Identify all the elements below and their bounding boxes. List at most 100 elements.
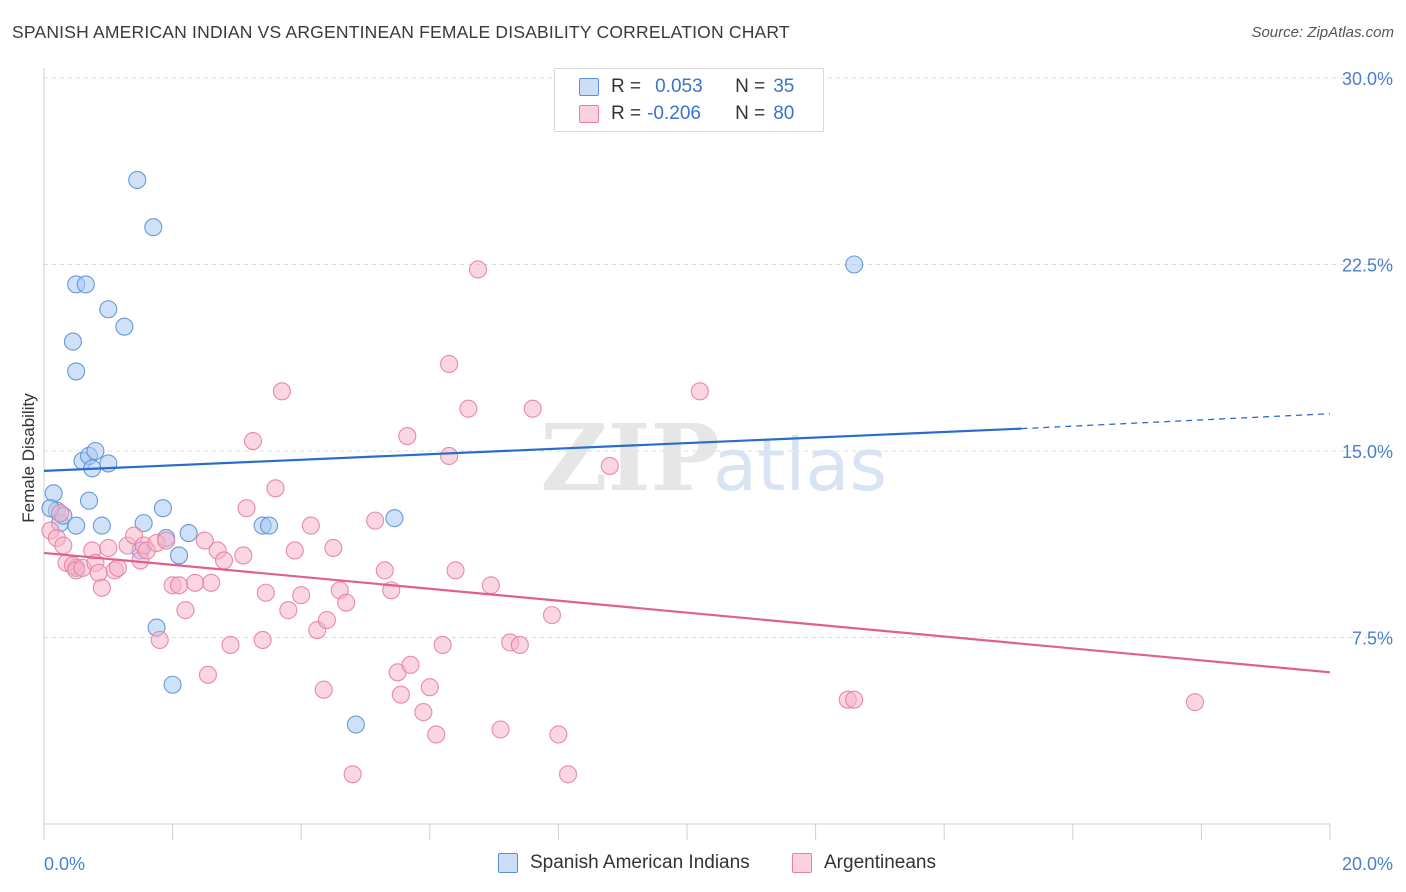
point-argentinean [214,551,234,570]
point-argentinean [195,531,214,550]
point-argentinean [324,538,343,558]
point-argentinean [279,601,298,620]
point-argentinean [54,536,73,555]
point-argentinean [234,546,253,565]
point-argentinean [459,399,478,418]
point-argentinean [391,685,410,704]
point-spanish-american-indian [67,362,86,381]
point-argentinean [481,576,500,595]
point-argentinean [157,531,176,550]
watermark-atlas: atlas [713,423,887,507]
point-argentinean [202,573,221,592]
point-argentinean [343,765,362,784]
point-argentinean [600,456,619,475]
point-argentinean [558,765,578,784]
point-argentinean [468,260,488,279]
y-axis-label: Female Disability [19,393,38,523]
point-argentinean [366,511,385,530]
legend-row-spanish: R = 0.053 N = 35 [579,75,794,99]
source-label: Source: ZipAtlas.com [1251,24,1394,41]
point-argentinean [301,516,320,535]
point-argentinean [549,725,568,744]
bottom-legend-argentinean[interactable]: Argentineans [792,852,936,874]
bottom-legend-label: Argentineans [824,852,936,873]
point-spanish-american-indian [845,255,864,274]
point-argentinean [337,593,356,612]
point-spanish-american-indian [134,514,153,533]
point-argentinean [186,573,205,592]
y-tick-label: 7.5% [1352,629,1393,649]
point-argentinean [243,432,263,451]
point-argentinean [89,563,108,582]
watermark-zip: ZIP [540,404,719,512]
point-argentinean [440,354,459,374]
legend-n-value: 35 [773,76,795,97]
point-argentinean [1185,693,1205,712]
point-argentinean [176,601,195,620]
point-argentinean [401,655,420,674]
point-argentinean [542,606,562,625]
legend-row-argentinean: R = -0.206 N = 80 [579,102,794,126]
legend-r-label: R = [611,103,642,124]
point-argentinean [198,665,218,684]
legend-n-value: 80 [773,103,795,124]
point-spanish-american-indian [99,300,118,319]
point-argentinean [690,382,709,401]
point-spanish-american-indian [76,275,95,294]
point-argentinean [221,635,240,655]
axes [43,68,1331,840]
point-argentinean [510,635,529,655]
legend-n-label: N = [735,103,766,124]
tick-labels: 7.5% 15.0% 22.5% 30.0% 0.0% 20.0% [44,69,1393,874]
point-spanish-american-indian [92,516,111,535]
point-spanish-american-indian [385,509,404,528]
point-spanish-american-indian [86,441,105,461]
point-spanish-american-indian [128,170,147,190]
trend-line-argentinean [43,551,1331,674]
chart-title: SPANISH AMERICAN INDIAN VS ARGENTINEAN F… [12,22,790,42]
point-argentinean [99,538,118,558]
point-argentinean [169,576,189,595]
point-spanish-american-indian [63,332,82,351]
point-argentinean [446,561,465,580]
point-argentinean [266,479,285,498]
point-argentinean [150,630,169,650]
point-argentinean [398,427,417,446]
legend-r-label: R = [611,76,642,97]
point-argentinean [414,703,433,722]
bottom-legend-spanish[interactable]: Spanish American Indians [498,852,750,874]
y-tick-label: 30.0% [1342,69,1393,89]
point-argentinean [523,399,542,418]
point-spanish-american-indian [67,516,86,535]
point-spanish-american-indian [179,524,198,543]
legend-swatch-argentinean [579,105,599,123]
legend-swatch-spanish [579,78,599,96]
point-argentinean [237,499,256,518]
point-spanish-american-indian [259,516,279,535]
point-argentinean [845,690,864,709]
point-argentinean [92,578,111,597]
point-spanish-american-indian [115,317,134,336]
point-spanish-american-indian [153,499,173,518]
trend-line-spanish-extrapolated [1021,413,1331,430]
point-argentinean [253,630,272,650]
point-argentinean [285,541,304,560]
trend-line-spanish [43,427,1022,472]
point-spanish-american-indian [346,715,365,734]
point-argentinean [491,720,510,739]
point-spanish-american-indian [163,675,182,694]
x-tick-label-max: 20.0% [1342,854,1393,874]
watermark: ZIP atlas [540,404,887,512]
trend-lines [43,413,1331,674]
correlation-legend: R = 0.053 N = 35 R = -0.206 N = 80 [554,68,824,132]
bottom-legend-swatch-spanish [498,853,518,873]
legend-n-label: N = [735,76,766,97]
point-argentinean [420,678,439,697]
point-argentinean [272,382,291,401]
bottom-legend-swatch-argentinean [792,853,812,873]
point-argentinean [317,611,336,630]
point-spanish-american-indian [169,546,189,565]
point-spanish-american-indian [79,491,99,510]
point-argentinean [440,446,459,466]
